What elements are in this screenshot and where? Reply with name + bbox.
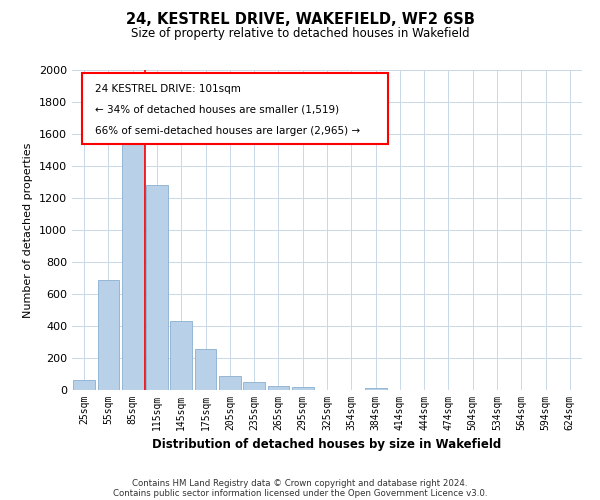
Text: Contains HM Land Registry data © Crown copyright and database right 2024.: Contains HM Land Registry data © Crown c…	[132, 478, 468, 488]
Text: Size of property relative to detached houses in Wakefield: Size of property relative to detached ho…	[131, 28, 469, 40]
Bar	[97, 280, 119, 390]
Bar	[268, 386, 289, 390]
Text: 24, KESTREL DRIVE, WAKEFIELD, WF2 6SB: 24, KESTREL DRIVE, WAKEFIELD, WF2 6SB	[125, 12, 475, 28]
Bar	[219, 376, 241, 390]
Y-axis label: Number of detached properties: Number of detached properties	[23, 142, 34, 318]
Bar	[194, 349, 217, 390]
X-axis label: Distribution of detached houses by size in Wakefield: Distribution of detached houses by size …	[152, 438, 502, 452]
Bar	[292, 387, 314, 390]
Bar	[170, 321, 192, 390]
Bar	[122, 129, 143, 390]
Text: 24 KESTREL DRIVE: 101sqm: 24 KESTREL DRIVE: 101sqm	[95, 84, 241, 94]
Bar	[365, 388, 386, 390]
Text: 66% of semi-detached houses are larger (2,965) →: 66% of semi-detached houses are larger (…	[95, 126, 360, 136]
FancyBboxPatch shape	[82, 73, 388, 144]
Text: Contains public sector information licensed under the Open Government Licence v3: Contains public sector information licen…	[113, 488, 487, 498]
Bar	[146, 185, 168, 390]
Bar	[73, 380, 95, 390]
Bar	[243, 382, 265, 390]
Text: ← 34% of detached houses are smaller (1,519): ← 34% of detached houses are smaller (1,…	[95, 105, 339, 115]
